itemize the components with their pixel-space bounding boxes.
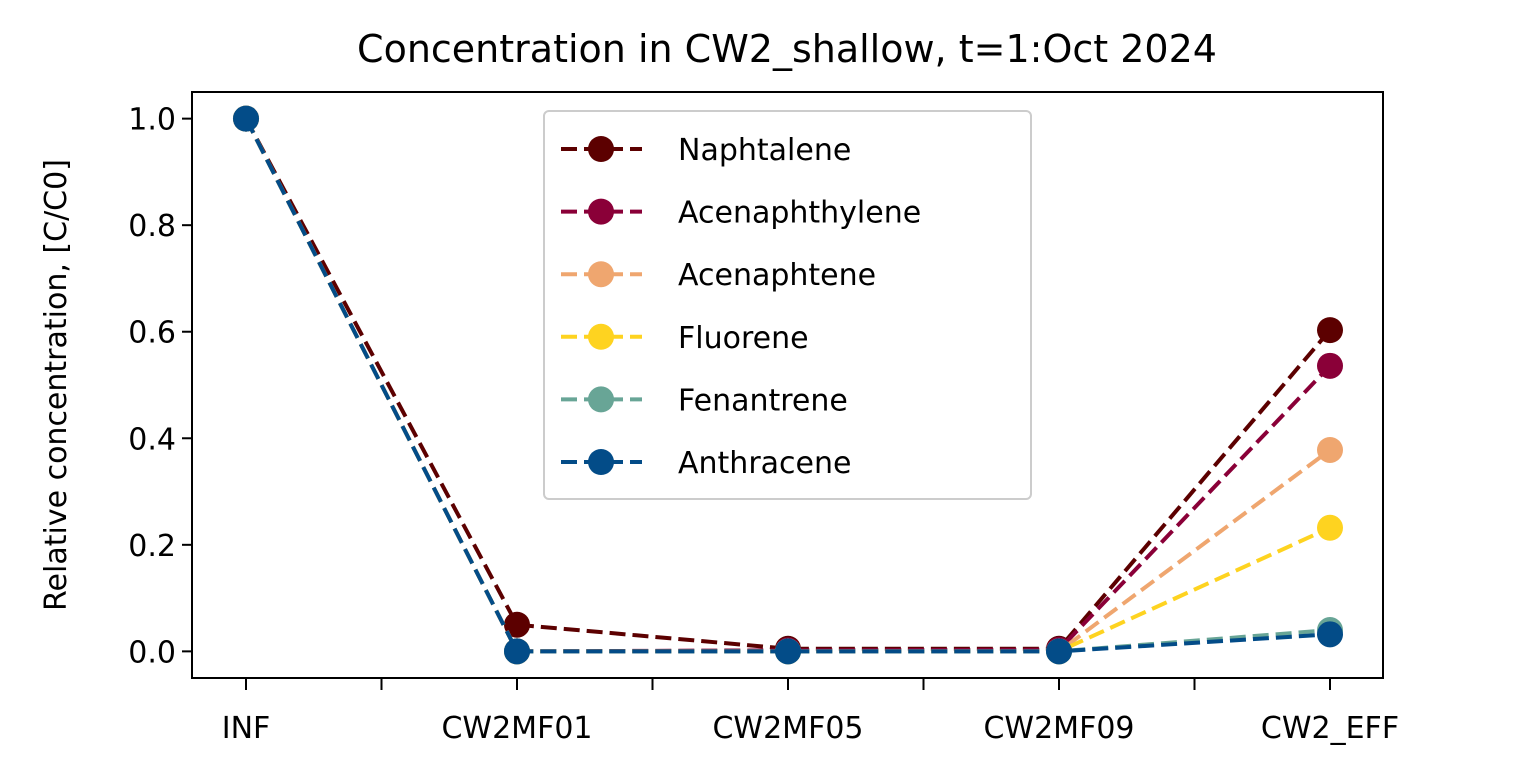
x-tick-label: CW2MF05 xyxy=(712,711,863,746)
legend-item: Fluorene xyxy=(561,321,809,356)
data-point xyxy=(1317,352,1343,379)
data-point xyxy=(504,638,530,665)
data-point xyxy=(1046,638,1072,665)
axes: 0.0 0.2 0.4 0.6 0.8 1.0 INF CW2MF01 CW2MF05 CW2MF… xyxy=(128,91,1399,746)
legend-label: Fenantrene xyxy=(678,383,848,418)
data-point xyxy=(1317,317,1343,344)
x-tick-label: INF xyxy=(222,711,271,746)
legend-marker xyxy=(588,198,614,225)
legend-item: Naphtalene xyxy=(561,133,851,168)
legend-marker xyxy=(588,261,614,288)
y-axis-label: Relative concentration, [C/C0] xyxy=(39,159,74,611)
y-tick-label: 0.0 xyxy=(128,635,176,670)
chart-title: Concentration in CW2_shallow, t=1:Oct 20… xyxy=(357,27,1217,71)
y-tick-label: 0.6 xyxy=(128,316,176,351)
data-point xyxy=(1317,436,1343,463)
legend-marker xyxy=(588,449,614,475)
y-tick-label: 0.8 xyxy=(128,209,176,244)
legend-item: Anthracene xyxy=(561,446,851,481)
data-point xyxy=(233,105,259,132)
legend-label: Fluorene xyxy=(678,321,809,356)
data-point xyxy=(1317,621,1343,648)
legend-label: Naphtalene xyxy=(678,133,851,168)
legend-marker xyxy=(588,386,614,413)
legend-label: Acenaphthylene xyxy=(678,196,921,231)
y-tick-label: 1.0 xyxy=(128,103,176,138)
legend-label: Acenaphtene xyxy=(678,258,876,293)
legend: Naphtalene Acenaphthylene Acenaphtene Fluor… xyxy=(543,110,1032,500)
series-anthracene xyxy=(233,105,1343,665)
x-tick-label: CW2MF09 xyxy=(983,711,1134,746)
x-tick-label: CW2_EFF xyxy=(1261,711,1399,746)
data-point xyxy=(1317,514,1343,541)
data-point xyxy=(504,611,530,638)
legend-marker xyxy=(588,136,614,162)
series-group xyxy=(233,105,1343,665)
data-point xyxy=(775,638,801,665)
legend-item: Acenaphthylene xyxy=(561,196,921,231)
series-line xyxy=(244,117,1331,654)
x-tick-label: CW2MF01 xyxy=(441,711,592,746)
series-line xyxy=(244,117,1332,651)
y-tick-label: 0.2 xyxy=(128,529,176,564)
legend-item: Acenaphtene xyxy=(561,258,876,293)
legend-box xyxy=(543,110,1032,500)
y-tick-label: 0.4 xyxy=(128,422,176,457)
legend-label: Anthracene xyxy=(678,446,851,481)
legend-item: Fenantrene xyxy=(561,383,848,418)
legend-marker xyxy=(588,323,614,350)
